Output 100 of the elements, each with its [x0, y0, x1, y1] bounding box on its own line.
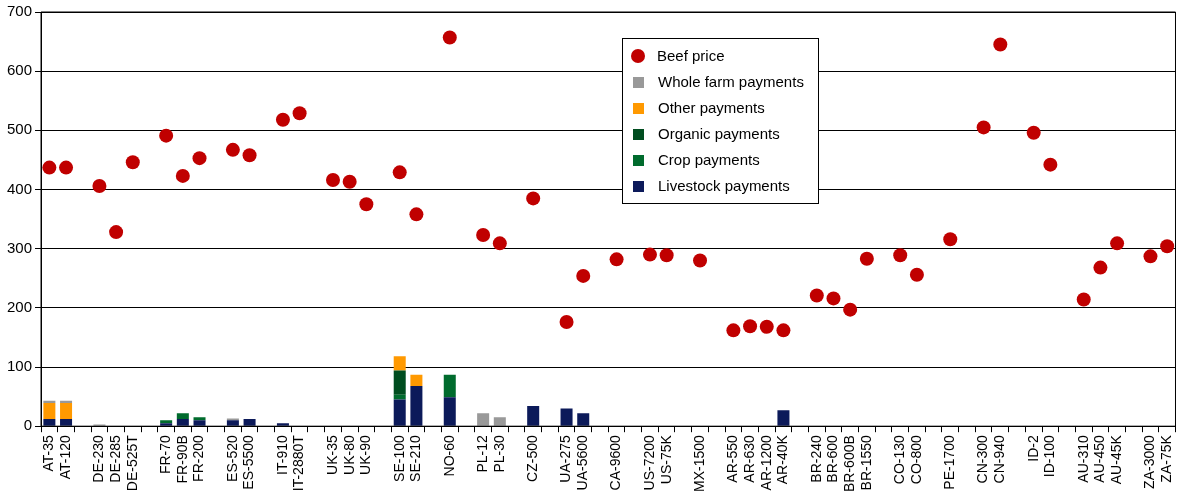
point [225, 142, 240, 157]
bar [443, 374, 456, 398]
legend-label: Beef price [657, 46, 725, 66]
point [893, 248, 908, 263]
y-tick-label: 500 [7, 120, 33, 138]
x-tick-label: AU-450 [1091, 434, 1108, 483]
bar [193, 420, 206, 426]
x-tick-label: IT-2880T [290, 434, 307, 492]
legend-label: Organic payments [658, 124, 780, 144]
y-tick-label: 300 [7, 238, 33, 256]
point [559, 315, 574, 330]
point [976, 120, 991, 135]
point [1160, 239, 1175, 254]
legend-label: Other payments [658, 98, 765, 118]
bar [60, 419, 73, 426]
x-tick-label: CO-800 [907, 434, 924, 485]
point [1093, 260, 1108, 275]
bar [193, 417, 206, 421]
point [726, 323, 741, 338]
point [342, 174, 357, 189]
point [693, 253, 708, 268]
x-tick-label: FR-90B [173, 435, 190, 484]
bar [560, 408, 573, 426]
point [92, 178, 107, 193]
bar [43, 419, 56, 426]
x-tick-label: ZA-3000 [1141, 434, 1158, 489]
x-tick-label: NO-60 [440, 434, 457, 477]
x-tick-label: UK-35 [323, 434, 340, 475]
bar [777, 410, 790, 426]
point [759, 319, 774, 334]
x-tick-label: UK-80 [340, 434, 357, 475]
x-tick-label: AU-310 [1074, 434, 1091, 483]
point [809, 288, 824, 303]
x-tick-label: DE-230 [90, 434, 107, 483]
x-tick-label: DE-525T [123, 434, 140, 492]
point [1043, 157, 1058, 172]
point [275, 112, 290, 127]
point [1143, 249, 1158, 264]
point [159, 128, 174, 143]
bar [393, 399, 406, 426]
x-tick-label: PE-1700 [941, 434, 958, 490]
point [242, 148, 257, 163]
point [576, 268, 591, 283]
x-tick-label: SE-100 [390, 434, 407, 482]
bar [527, 406, 540, 426]
x-tick-label: UA-275 [557, 434, 574, 483]
bar [393, 370, 406, 395]
x-tick-label: UK-90 [357, 434, 374, 475]
bar [60, 403, 73, 420]
point [359, 197, 374, 212]
x-tick-label: ID-2 [1024, 434, 1041, 462]
point [943, 232, 958, 247]
x-tick-label: CZ-500 [524, 434, 541, 482]
point [292, 106, 307, 121]
x-tick-label: AT-120 [56, 434, 73, 480]
point [392, 165, 407, 180]
x-tick-label: AR-40K [774, 434, 791, 485]
bar [276, 423, 289, 426]
point [59, 160, 74, 175]
point [642, 247, 657, 262]
bar [443, 397, 456, 426]
point [442, 30, 457, 45]
bar [43, 403, 56, 420]
point [325, 173, 340, 188]
point [125, 155, 140, 170]
point [609, 252, 624, 267]
x-tick-label: CN-300 [974, 434, 991, 484]
x-tick-label: AT-35 [40, 434, 57, 472]
x-tick-label: CO-130 [891, 434, 908, 485]
point [192, 151, 207, 166]
x-tick-label: IT-910 [273, 434, 290, 475]
legend-label: Crop payments [658, 150, 760, 170]
bar [226, 420, 239, 426]
point [42, 160, 57, 175]
y-tick-label: 600 [7, 61, 33, 79]
point [993, 37, 1008, 52]
x-tick-label: ES-5500 [240, 434, 257, 490]
point [659, 248, 674, 263]
bar [243, 419, 256, 426]
bar [176, 419, 189, 426]
bar [577, 413, 590, 426]
point [776, 323, 791, 338]
x-tick-label: BR-240 [807, 434, 824, 483]
bar [410, 374, 423, 386]
x-tick-label: MX-1500 [690, 434, 707, 493]
point [859, 251, 874, 266]
x-tick-label: AR-630 [740, 434, 757, 483]
point [476, 228, 491, 243]
x-tick-label: ES-520 [223, 434, 240, 482]
x-tick-label: AU-45K [1107, 434, 1124, 485]
x-tick-label: US-75K [657, 434, 674, 485]
point [826, 291, 841, 306]
point [1076, 292, 1091, 307]
y-tick-label: 700 [7, 2, 33, 20]
x-tick-label: BR-1550 [857, 434, 874, 491]
x-tick-label: FR-70 [157, 434, 174, 475]
x-tick-label: ZA-75K [1158, 434, 1175, 483]
x-tick-label: DE-285 [106, 434, 123, 483]
y-tick-label: 200 [7, 297, 33, 315]
point [909, 267, 924, 282]
